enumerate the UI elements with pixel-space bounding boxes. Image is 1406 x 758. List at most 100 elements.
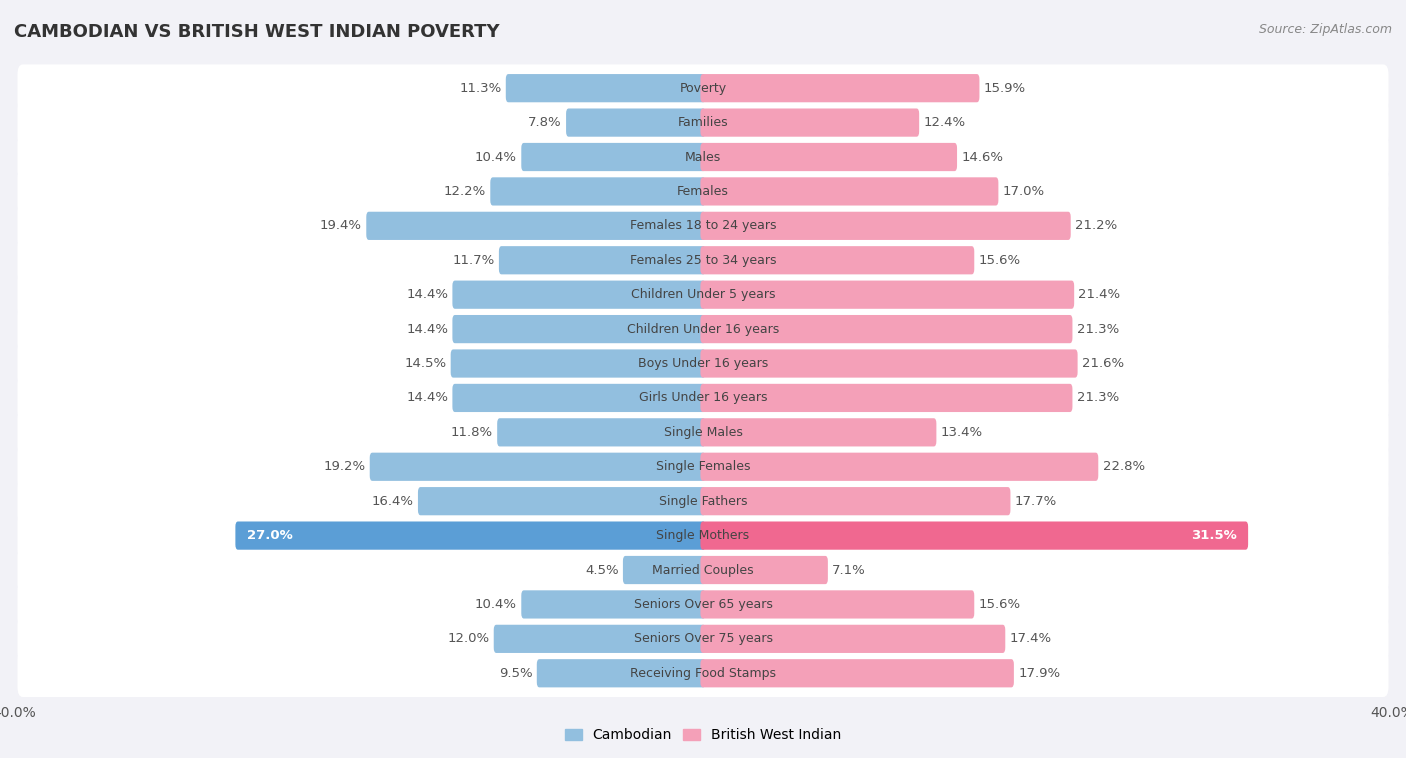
- FancyBboxPatch shape: [235, 522, 706, 550]
- Text: Single Males: Single Males: [664, 426, 742, 439]
- Text: 10.4%: 10.4%: [475, 598, 517, 611]
- FancyBboxPatch shape: [567, 108, 706, 136]
- FancyBboxPatch shape: [522, 143, 706, 171]
- Text: 17.7%: 17.7%: [1015, 495, 1057, 508]
- FancyBboxPatch shape: [700, 453, 1098, 481]
- FancyBboxPatch shape: [700, 177, 998, 205]
- FancyBboxPatch shape: [700, 418, 936, 446]
- FancyBboxPatch shape: [700, 556, 828, 584]
- Text: Seniors Over 65 years: Seniors Over 65 years: [634, 598, 772, 611]
- Text: 12.2%: 12.2%: [444, 185, 486, 198]
- Legend: Cambodian, British West Indian: Cambodian, British West Indian: [560, 722, 846, 747]
- Text: 17.9%: 17.9%: [1018, 667, 1060, 680]
- Text: 11.8%: 11.8%: [451, 426, 494, 439]
- Text: 7.1%: 7.1%: [832, 563, 866, 577]
- Text: Poverty: Poverty: [679, 82, 727, 95]
- Text: 14.4%: 14.4%: [406, 288, 449, 301]
- FancyBboxPatch shape: [522, 590, 706, 619]
- Text: 19.4%: 19.4%: [321, 219, 361, 233]
- FancyBboxPatch shape: [17, 202, 1389, 249]
- Text: 9.5%: 9.5%: [499, 667, 533, 680]
- FancyBboxPatch shape: [700, 487, 1011, 515]
- FancyBboxPatch shape: [700, 143, 957, 171]
- FancyBboxPatch shape: [453, 315, 706, 343]
- Text: Girls Under 16 years: Girls Under 16 years: [638, 391, 768, 405]
- FancyBboxPatch shape: [700, 280, 1074, 309]
- FancyBboxPatch shape: [17, 443, 1389, 490]
- FancyBboxPatch shape: [17, 512, 1389, 559]
- FancyBboxPatch shape: [700, 74, 980, 102]
- FancyBboxPatch shape: [17, 64, 1389, 112]
- FancyBboxPatch shape: [17, 305, 1389, 352]
- FancyBboxPatch shape: [623, 556, 706, 584]
- Text: 15.9%: 15.9%: [984, 82, 1026, 95]
- FancyBboxPatch shape: [17, 340, 1389, 387]
- FancyBboxPatch shape: [506, 74, 706, 102]
- FancyBboxPatch shape: [499, 246, 706, 274]
- Text: 4.5%: 4.5%: [585, 563, 619, 577]
- FancyBboxPatch shape: [700, 315, 1073, 343]
- FancyBboxPatch shape: [700, 349, 1077, 377]
- FancyBboxPatch shape: [17, 547, 1389, 594]
- Text: Single Females: Single Females: [655, 460, 751, 473]
- FancyBboxPatch shape: [17, 271, 1389, 318]
- Text: 21.3%: 21.3%: [1077, 391, 1119, 405]
- Text: Seniors Over 75 years: Seniors Over 75 years: [634, 632, 772, 645]
- FancyBboxPatch shape: [700, 625, 1005, 653]
- FancyBboxPatch shape: [494, 625, 706, 653]
- Text: 15.6%: 15.6%: [979, 598, 1021, 611]
- Text: 14.4%: 14.4%: [406, 323, 449, 336]
- FancyBboxPatch shape: [491, 177, 706, 205]
- Text: CAMBODIAN VS BRITISH WEST INDIAN POVERTY: CAMBODIAN VS BRITISH WEST INDIAN POVERTY: [14, 23, 499, 41]
- Text: 17.0%: 17.0%: [1002, 185, 1045, 198]
- Text: Single Fathers: Single Fathers: [659, 495, 747, 508]
- Text: Receiving Food Stamps: Receiving Food Stamps: [630, 667, 776, 680]
- FancyBboxPatch shape: [700, 246, 974, 274]
- FancyBboxPatch shape: [700, 108, 920, 136]
- FancyBboxPatch shape: [418, 487, 706, 515]
- Text: Females 18 to 24 years: Females 18 to 24 years: [630, 219, 776, 233]
- Text: 10.4%: 10.4%: [475, 151, 517, 164]
- Text: 17.4%: 17.4%: [1010, 632, 1052, 645]
- FancyBboxPatch shape: [451, 349, 706, 377]
- FancyBboxPatch shape: [700, 659, 1014, 688]
- FancyBboxPatch shape: [498, 418, 706, 446]
- Text: 11.3%: 11.3%: [460, 82, 502, 95]
- FancyBboxPatch shape: [453, 384, 706, 412]
- Text: Females 25 to 34 years: Females 25 to 34 years: [630, 254, 776, 267]
- Text: 13.4%: 13.4%: [941, 426, 983, 439]
- Text: 12.4%: 12.4%: [924, 116, 966, 129]
- Text: 22.8%: 22.8%: [1102, 460, 1144, 473]
- FancyBboxPatch shape: [700, 522, 1249, 550]
- Text: Children Under 16 years: Children Under 16 years: [627, 323, 779, 336]
- FancyBboxPatch shape: [537, 659, 706, 688]
- FancyBboxPatch shape: [17, 236, 1389, 284]
- FancyBboxPatch shape: [17, 409, 1389, 456]
- FancyBboxPatch shape: [17, 615, 1389, 662]
- Text: 31.5%: 31.5%: [1191, 529, 1237, 542]
- FancyBboxPatch shape: [17, 650, 1389, 697]
- Text: 16.4%: 16.4%: [371, 495, 413, 508]
- Text: Boys Under 16 years: Boys Under 16 years: [638, 357, 768, 370]
- Text: 27.0%: 27.0%: [246, 529, 292, 542]
- FancyBboxPatch shape: [17, 168, 1389, 215]
- FancyBboxPatch shape: [17, 133, 1389, 180]
- FancyBboxPatch shape: [17, 99, 1389, 146]
- Text: 19.2%: 19.2%: [323, 460, 366, 473]
- Text: 14.6%: 14.6%: [962, 151, 1004, 164]
- Text: 21.2%: 21.2%: [1076, 219, 1118, 233]
- Text: Families: Families: [678, 116, 728, 129]
- Text: Females: Females: [678, 185, 728, 198]
- Text: Children Under 5 years: Children Under 5 years: [631, 288, 775, 301]
- FancyBboxPatch shape: [453, 280, 706, 309]
- FancyBboxPatch shape: [17, 478, 1389, 525]
- Text: 21.4%: 21.4%: [1078, 288, 1121, 301]
- FancyBboxPatch shape: [700, 384, 1073, 412]
- FancyBboxPatch shape: [700, 590, 974, 619]
- FancyBboxPatch shape: [370, 453, 706, 481]
- Text: 21.3%: 21.3%: [1077, 323, 1119, 336]
- Text: Source: ZipAtlas.com: Source: ZipAtlas.com: [1258, 23, 1392, 36]
- Text: 11.7%: 11.7%: [453, 254, 495, 267]
- Text: 14.4%: 14.4%: [406, 391, 449, 405]
- Text: 12.0%: 12.0%: [447, 632, 489, 645]
